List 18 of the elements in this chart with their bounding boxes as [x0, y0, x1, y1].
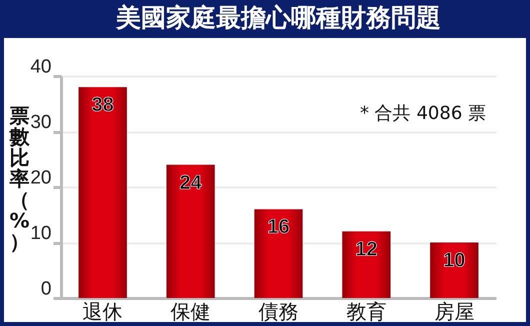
data-label: 12 [355, 238, 378, 260]
x-tick-label: 債務 [258, 300, 298, 324]
data-label: 24 [179, 172, 203, 194]
x-tick-label: 保健 [170, 300, 211, 324]
annotation: * 合共 4086 票 [360, 103, 486, 124]
x-tick-label: 房屋 [434, 300, 474, 324]
data-label: 16 [267, 216, 290, 238]
y-tick-label: 0 [40, 278, 52, 300]
y-tick-label: 30 [30, 112, 52, 133]
y-tick-label: 40 [30, 56, 52, 78]
chart-title: 美國家庭最擔心哪種財務問題 [115, 3, 441, 32]
data-label: 10 [443, 250, 466, 272]
y-tick-label: 20 [30, 168, 52, 188]
y-tick-label: 10 [30, 223, 52, 244]
x-tick-label: 退休 [82, 300, 123, 324]
x-tick-label: 教育 [346, 300, 386, 324]
y-axis-title: 票數比率（%） [8, 104, 30, 254]
data-label: 38 [92, 94, 114, 116]
